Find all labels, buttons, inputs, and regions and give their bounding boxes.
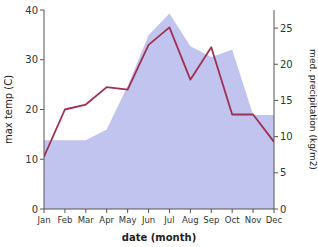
y2-tick-label: 25 bbox=[280, 23, 293, 34]
x-tick bbox=[85, 209, 86, 213]
line bbox=[44, 27, 274, 156]
y2-tick-label: 10 bbox=[280, 131, 293, 142]
x-tick-label: Jul bbox=[163, 215, 174, 225]
x-tick bbox=[64, 209, 65, 213]
y-axis-label: max temp (C) bbox=[3, 75, 14, 144]
x-tick-label: May bbox=[119, 215, 137, 225]
x-tick-label: Dec bbox=[266, 215, 283, 225]
y2-tick bbox=[274, 136, 278, 137]
x-tick-label: Jan bbox=[36, 215, 50, 225]
x-tick-label: Oct bbox=[225, 215, 240, 225]
x-tick bbox=[190, 209, 191, 213]
x-tick-label: Jun bbox=[141, 215, 155, 225]
y2-tick-label: 5 bbox=[280, 167, 286, 178]
y2-tick bbox=[274, 172, 278, 173]
x-tick bbox=[232, 209, 233, 213]
plot-area bbox=[44, 14, 274, 209]
axes: 0 10 20 30 40 0 5 10 15 20 25 Jan Feb Mar Apr May Jun Jul… bbox=[25, 5, 292, 226]
x-tick bbox=[169, 209, 170, 213]
y-tick-label: 40 bbox=[25, 5, 38, 16]
y-tick bbox=[40, 209, 44, 210]
x-tick-label: Nov bbox=[245, 215, 262, 225]
x-axis-line bbox=[44, 209, 274, 210]
x-tick bbox=[148, 209, 149, 213]
x-tick bbox=[211, 209, 212, 213]
x-axis-label: date (month) bbox=[122, 232, 196, 243]
y-tick-label: 20 bbox=[25, 104, 38, 115]
y-tick-label: 0 bbox=[32, 204, 38, 215]
y-tick bbox=[40, 59, 44, 60]
y-tick bbox=[40, 159, 44, 160]
y2-tick-label: 15 bbox=[280, 95, 293, 106]
y-tick-label: 30 bbox=[25, 54, 38, 65]
y2-tick bbox=[274, 64, 278, 65]
x-tick-label: Feb bbox=[57, 215, 72, 225]
x-tick bbox=[44, 209, 45, 213]
y2-tick bbox=[274, 28, 278, 29]
y2-tick bbox=[274, 209, 278, 210]
x-tick-label: Aug bbox=[182, 215, 199, 225]
x-tick-label: Sep bbox=[203, 215, 219, 225]
x-tick bbox=[253, 209, 254, 213]
y-tick bbox=[40, 10, 44, 11]
y-tick-label: 10 bbox=[25, 154, 38, 165]
y2-axis-line bbox=[274, 10, 275, 209]
x-tick bbox=[127, 209, 128, 213]
x-tick-label: Apr bbox=[99, 215, 114, 225]
x-tick-label: Mar bbox=[78, 215, 95, 225]
y2-tick-label: 0 bbox=[280, 204, 286, 215]
area bbox=[44, 14, 274, 209]
y-tick bbox=[40, 109, 44, 110]
x-tick bbox=[106, 209, 107, 213]
y2-axis-label: med. precipitation (kg/m2) bbox=[308, 49, 318, 170]
y2-tick bbox=[274, 100, 278, 101]
x-tick bbox=[274, 209, 275, 213]
y2-tick-label: 20 bbox=[280, 59, 293, 70]
chart: 0 10 20 30 40 0 5 10 15 20 25 Jan Feb Mar Apr May Jun Jul… bbox=[0, 0, 318, 247]
